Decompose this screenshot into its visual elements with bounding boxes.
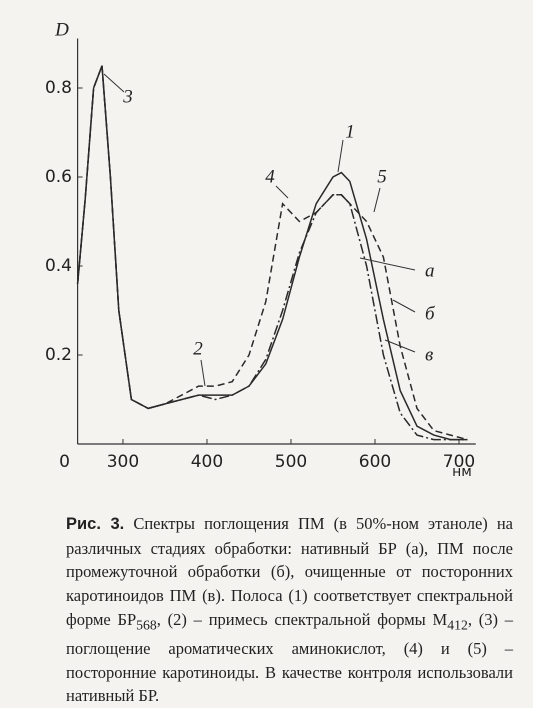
x-unit: нм	[452, 464, 472, 480]
curve-label: б	[425, 303, 436, 324]
leader-line	[359, 257, 416, 271]
y-tick-label: 0.2	[45, 345, 72, 365]
chart: D нм 0 0.2 0.4 0.6 0.8 300 400 500 600 700 а бв 1 2 3 4…	[45, 19, 476, 480]
curve	[76, 65, 468, 441]
leader-line	[384, 339, 416, 353]
annotation-line	[337, 139, 344, 173]
annotation-line	[373, 187, 381, 213]
leader-line	[392, 299, 416, 313]
x-tick-label: 600	[359, 452, 391, 472]
y-tick-label: 0.8	[45, 78, 72, 98]
y-tick-label: 0	[59, 452, 70, 472]
annotation-line	[275, 185, 289, 199]
caption-label: Рис. 3.	[66, 515, 125, 533]
caption-text: , (2) – примесь спектральной формы M	[156, 609, 448, 629]
x-tick-label: 700	[443, 452, 475, 472]
annotation-line	[103, 73, 125, 93]
annotation: 1	[345, 121, 355, 142]
annotation-line	[200, 359, 206, 387]
y-tick-label: 0.6	[45, 167, 72, 187]
caption-text: Спектры поглощения ПМ (в 50%-ном этаноле…	[66, 514, 513, 629]
x-tick-label: 500	[275, 452, 307, 472]
caption: Рис. 3. Спектры поглощения ПМ (в 50%-ном…	[66, 512, 513, 708]
annotation: 3	[122, 86, 133, 107]
annotation: 4	[265, 166, 275, 187]
curve	[76, 65, 468, 441]
y-tick-label: 0.4	[45, 256, 72, 276]
x-tick-label: 400	[191, 452, 223, 472]
y-axis-label: D	[54, 19, 69, 40]
annotation: 5	[377, 166, 387, 187]
caption-text: , (3) – поглощение ароматических аминоки…	[66, 609, 513, 706]
curve-label: а	[425, 260, 435, 281]
curve-label: в	[425, 344, 433, 365]
caption-subscript: 568	[136, 617, 157, 633]
caption-subscript: 412	[447, 617, 468, 633]
annotation: 2	[193, 338, 203, 359]
curve	[76, 65, 468, 441]
x-tick-label: 300	[107, 452, 139, 472]
